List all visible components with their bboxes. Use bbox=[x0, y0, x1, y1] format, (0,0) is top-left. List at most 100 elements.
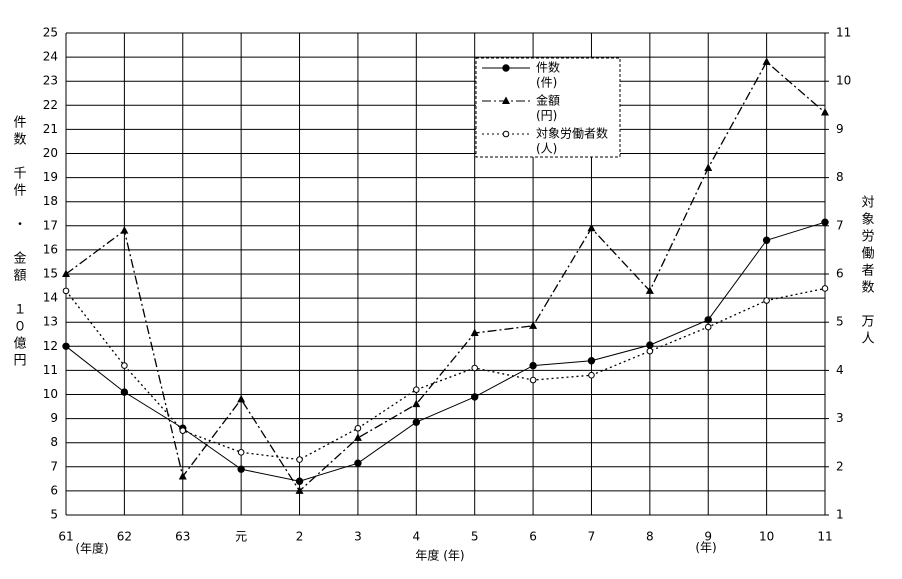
data-point bbox=[529, 376, 537, 384]
x-tick-label: 6 bbox=[529, 530, 537, 544]
x-tick-label: 8 bbox=[646, 530, 654, 544]
data-point bbox=[821, 285, 829, 292]
x-axis-label: 年度 (年) bbox=[415, 548, 464, 563]
x-tick-label: 11 bbox=[817, 530, 832, 544]
data-point bbox=[762, 236, 771, 244]
data-point bbox=[646, 341, 654, 349]
data-point bbox=[62, 287, 70, 295]
data-point bbox=[353, 433, 362, 441]
data-point bbox=[295, 477, 304, 485]
x-tick-label: 4 bbox=[412, 530, 420, 544]
data-point bbox=[470, 328, 479, 337]
data-point bbox=[120, 388, 129, 396]
data-point bbox=[412, 399, 421, 408]
x-tick-label: 9 bbox=[704, 530, 712, 544]
y2-tick-label: 3 bbox=[836, 411, 844, 425]
y-tick-label: 14 bbox=[43, 291, 58, 305]
data-point bbox=[646, 347, 654, 355]
y-tick-label: 23 bbox=[43, 74, 58, 88]
data-point bbox=[412, 418, 421, 426]
y-tick-label: 5 bbox=[50, 508, 58, 522]
y2-tick-label: 10 bbox=[836, 74, 851, 88]
data-point bbox=[237, 394, 246, 403]
y-axis-label: 件数 千件 ・ 金額 １０億円 bbox=[11, 115, 27, 370]
series-line bbox=[65, 287, 826, 461]
y2-axis-label: 対象労働者数 万人 bbox=[859, 195, 875, 348]
y2-tick-label: 7 bbox=[836, 218, 844, 232]
y-tick-label: 9 bbox=[50, 411, 58, 425]
y-tick-label: 16 bbox=[43, 242, 58, 256]
data-point bbox=[763, 297, 770, 304]
legend-unit: (人) bbox=[536, 142, 557, 156]
data-point bbox=[529, 361, 537, 370]
x-note: (年度) bbox=[75, 541, 108, 556]
y-tick-label: 18 bbox=[43, 194, 58, 208]
y2-tick-label: 2 bbox=[836, 459, 844, 473]
legend-label: 件数 bbox=[536, 60, 560, 75]
legend-box bbox=[475, 57, 621, 158]
data-point bbox=[645, 286, 654, 294]
data-point bbox=[237, 449, 245, 456]
data-point bbox=[588, 371, 595, 379]
x-tick-label: 63 bbox=[175, 530, 190, 544]
x-tick-label: 10 bbox=[759, 530, 774, 544]
y-tick-label: 6 bbox=[50, 483, 58, 497]
x-note: (年) bbox=[695, 541, 716, 555]
legend-unit: (件) bbox=[536, 76, 557, 90]
data-point bbox=[821, 218, 829, 226]
legend-marker bbox=[502, 96, 510, 104]
legend-label: 対象労働者数 bbox=[536, 126, 608, 141]
data-point bbox=[354, 424, 362, 432]
x-tick-label: 61 bbox=[58, 530, 73, 544]
data-point bbox=[296, 456, 303, 463]
y2-tick-label: 9 bbox=[836, 122, 844, 136]
x-tick-label: 元 bbox=[235, 530, 247, 544]
legend: 件数(件) 金額(円) 対象労働者数(人) bbox=[475, 57, 621, 158]
data-point bbox=[587, 223, 596, 232]
y2-tick-label: 1 bbox=[836, 508, 844, 522]
data-point bbox=[62, 342, 70, 350]
x-tick-label: 3 bbox=[354, 530, 362, 544]
data-point bbox=[413, 386, 420, 393]
data-point bbox=[529, 321, 538, 329]
y-tick-label: 15 bbox=[43, 267, 58, 281]
data-point bbox=[237, 465, 245, 473]
data-point bbox=[471, 364, 478, 372]
y2-tick-label: 8 bbox=[836, 170, 844, 184]
y-tick-label: 10 bbox=[43, 387, 58, 401]
x-tick-label: 7 bbox=[588, 530, 596, 544]
data-point bbox=[704, 163, 713, 171]
y-tick-label: 21 bbox=[43, 122, 58, 136]
y-tick-label: 20 bbox=[43, 146, 58, 160]
series-line bbox=[65, 60, 826, 492]
data-point bbox=[178, 471, 187, 480]
y-tick-label: 12 bbox=[43, 339, 58, 353]
legend-label: 金額 bbox=[536, 93, 560, 108]
data-point bbox=[470, 393, 479, 401]
data-point bbox=[762, 57, 771, 65]
data-point bbox=[121, 362, 128, 369]
data-point bbox=[354, 459, 362, 467]
y-tick-label: 8 bbox=[50, 435, 58, 449]
y-tick-label: 19 bbox=[43, 170, 58, 184]
data-point bbox=[704, 316, 712, 324]
y2-tick-label: 6 bbox=[836, 267, 844, 281]
y2-tick-label: 11 bbox=[836, 26, 851, 40]
y-tick-label: 11 bbox=[43, 363, 58, 377]
y-tick-label: 17 bbox=[43, 218, 58, 232]
y2-tick-label: 4 bbox=[836, 363, 844, 377]
y-tick-label: 13 bbox=[43, 315, 58, 329]
legend-unit: (円) bbox=[536, 109, 557, 123]
x-tick-label: 62 bbox=[117, 530, 132, 544]
data-point bbox=[120, 226, 129, 234]
data-point bbox=[587, 357, 596, 365]
y-tick-label: 22 bbox=[43, 98, 58, 112]
series-line bbox=[65, 221, 826, 482]
y-tick-label: 25 bbox=[43, 26, 58, 40]
y-tick-label: 7 bbox=[50, 459, 58, 473]
data-point bbox=[704, 323, 712, 331]
y-tick-label: 24 bbox=[43, 50, 58, 64]
legend-marker bbox=[502, 130, 510, 138]
legend-marker bbox=[502, 64, 510, 72]
